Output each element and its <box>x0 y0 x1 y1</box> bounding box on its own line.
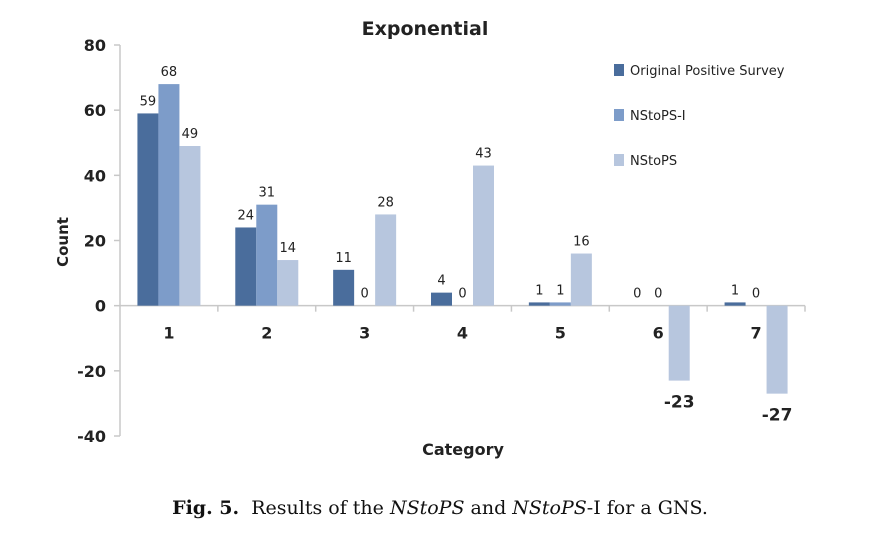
figure-caption: Fig. 5. Results of the NStoPS and NStoPS… <box>0 497 880 519</box>
data-label: 14 <box>280 241 297 256</box>
bar-2 <box>158 84 180 306</box>
legend-swatch-2 <box>614 109 624 121</box>
x-tick-label: 5 <box>555 324 566 343</box>
data-label: 59 <box>140 94 157 109</box>
data-label: 1 <box>731 283 739 298</box>
data-label: 68 <box>161 65 178 80</box>
plot-area: 806040200-20-401596849224311431102844043… <box>77 36 806 446</box>
y-tick-label: 0 <box>95 297 106 316</box>
caption-italic-1: NStoPS <box>389 497 465 519</box>
legend-label-2: NStoPS-I <box>630 109 686 124</box>
data-label: 16 <box>573 235 590 250</box>
x-tick-label: 7 <box>751 324 762 343</box>
data-label: 0 <box>361 287 369 302</box>
y-tick-label: 20 <box>84 232 106 251</box>
data-label: 4 <box>437 274 445 289</box>
legend-label-3: NStoPS <box>630 154 677 169</box>
bar-2 <box>256 204 278 306</box>
y-tick-label: 40 <box>84 166 106 185</box>
y-axis-label: Count <box>54 217 72 267</box>
y-tick-label: 80 <box>84 36 106 55</box>
caption-text-1: Results of the <box>251 497 390 519</box>
legend-swatch-3 <box>614 154 624 166</box>
bar-3 <box>179 146 201 306</box>
bar-1 <box>235 227 257 306</box>
caption-text-3: -I for a GNS. <box>586 497 708 519</box>
x-tick-label: 2 <box>261 324 272 343</box>
data-label: -23 <box>664 393 695 413</box>
x-tick-label: 6 <box>653 324 664 343</box>
data-label: 24 <box>238 208 255 223</box>
x-tick-label: 4 <box>457 324 468 343</box>
bar-1 <box>137 113 159 306</box>
caption-fig-label: Fig. 5. <box>172 497 240 519</box>
bar-1 <box>724 302 746 306</box>
data-label: 1 <box>535 283 543 298</box>
bar-1 <box>528 302 550 306</box>
data-label: 43 <box>475 147 492 162</box>
x-axis-label: Category <box>422 440 504 459</box>
bar-3 <box>473 165 494 306</box>
bar-2 <box>549 302 571 306</box>
caption-italic-2: NStoPS <box>512 497 587 519</box>
data-label: -27 <box>762 406 793 426</box>
y-tick-label: -40 <box>77 427 106 446</box>
data-label: 28 <box>377 195 394 210</box>
bar-3 <box>375 214 397 306</box>
bar-3 <box>570 253 592 306</box>
x-tick-label: 1 <box>163 324 174 343</box>
chart: Exponential Count Category 806040200-20-… <box>54 18 806 459</box>
data-label: 0 <box>654 287 662 302</box>
bar-1 <box>431 292 452 306</box>
bar-3 <box>668 305 690 381</box>
data-label: 0 <box>633 287 641 302</box>
data-label: 0 <box>458 287 466 302</box>
bar-3 <box>277 260 299 306</box>
y-tick-label: -20 <box>77 362 106 381</box>
bar-3 <box>766 305 788 394</box>
x-tick-label: 3 <box>359 324 370 343</box>
data-label: 31 <box>259 186 276 201</box>
data-label: 11 <box>335 251 352 266</box>
chart-title: Exponential <box>362 18 489 40</box>
legend-label-1: Original Positive Survey <box>630 64 785 79</box>
legend: Original Positive Survey NStoPS-I NStoPS <box>614 64 785 169</box>
data-label: 0 <box>752 287 760 302</box>
data-label: 1 <box>556 283 564 298</box>
data-label: 49 <box>182 127 199 142</box>
bar-1 <box>333 269 355 306</box>
caption-text-2: and <box>464 497 513 519</box>
legend-swatch-1 <box>614 64 624 76</box>
y-tick-label: 60 <box>84 101 106 120</box>
